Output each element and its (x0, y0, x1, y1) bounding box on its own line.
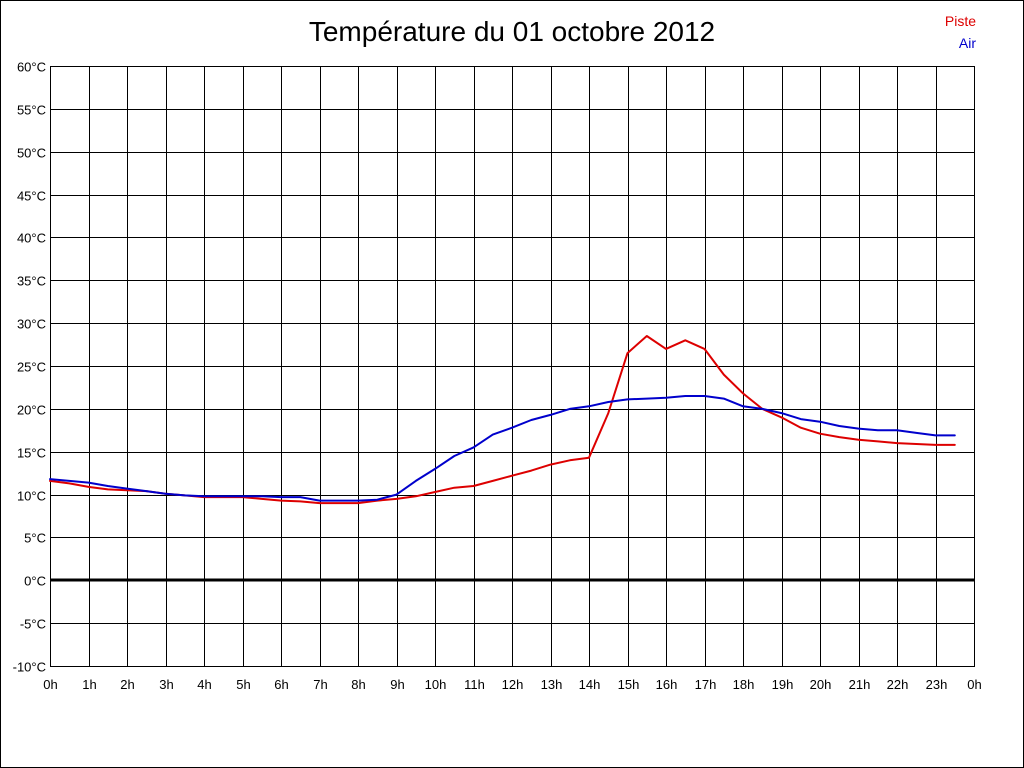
x-tick-label: 16h (656, 677, 678, 692)
y-tick-label: 40°C (17, 231, 46, 246)
series-line-air (49, 395, 956, 502)
x-tick-label: 0h (967, 677, 981, 692)
plot-border (50, 66, 975, 667)
x-tick-label: 6h (274, 677, 288, 692)
y-tick-label: 50°C (17, 146, 46, 161)
x-tick-label: 22h (887, 677, 909, 692)
y-tick-label: 5°C (24, 531, 46, 546)
x-tick-label: 20h (810, 677, 832, 692)
x-tick-label: 18h (733, 677, 755, 692)
y-tick-label: 30°C (17, 317, 46, 332)
y-tick-label: -10°C (13, 660, 46, 675)
x-tick-label: 7h (313, 677, 327, 692)
y-tick-label: 0°C (24, 574, 46, 589)
x-tick-label: 13h (541, 677, 563, 692)
x-tick-label: 23h (926, 677, 948, 692)
x-tick-label: 17h (695, 677, 717, 692)
y-tick-label: 10°C (17, 489, 46, 504)
x-tick-label: 1h (82, 677, 96, 692)
y-tick-label: 20°C (17, 403, 46, 418)
y-tick-label: -5°C (20, 617, 46, 632)
y-tick-label: 45°C (17, 189, 46, 204)
x-tick-label: 8h (351, 677, 365, 692)
x-tick-label: 5h (236, 677, 250, 692)
legend-piste: Piste (944, 13, 976, 29)
x-tick-label: 4h (197, 677, 211, 692)
x-tick-label: 21h (849, 677, 871, 692)
y-tick-label: 15°C (17, 446, 46, 461)
y-tick-label: 60°C (17, 60, 46, 75)
chart-title: Température du 01 octobre 2012 (308, 16, 716, 47)
x-tick-label: 9h (390, 677, 404, 692)
x-tick-label: 14h (579, 677, 601, 692)
x-tick-label: 0h (43, 677, 57, 692)
x-tick-label: 12h (502, 677, 524, 692)
legend-air: Air (958, 35, 976, 51)
y-tick-label: 35°C (17, 274, 46, 289)
x-tick-label: 10h (425, 677, 447, 692)
x-tick-label: 11h (464, 677, 485, 692)
y-tick-label: 25°C (17, 360, 46, 375)
x-tick-label: 2h (120, 677, 134, 692)
x-tick-label: 19h (772, 677, 794, 692)
y-tick-label: 55°C (17, 103, 46, 118)
x-tick-label: 15h (618, 677, 640, 692)
x-tick-label: 3h (159, 677, 173, 692)
